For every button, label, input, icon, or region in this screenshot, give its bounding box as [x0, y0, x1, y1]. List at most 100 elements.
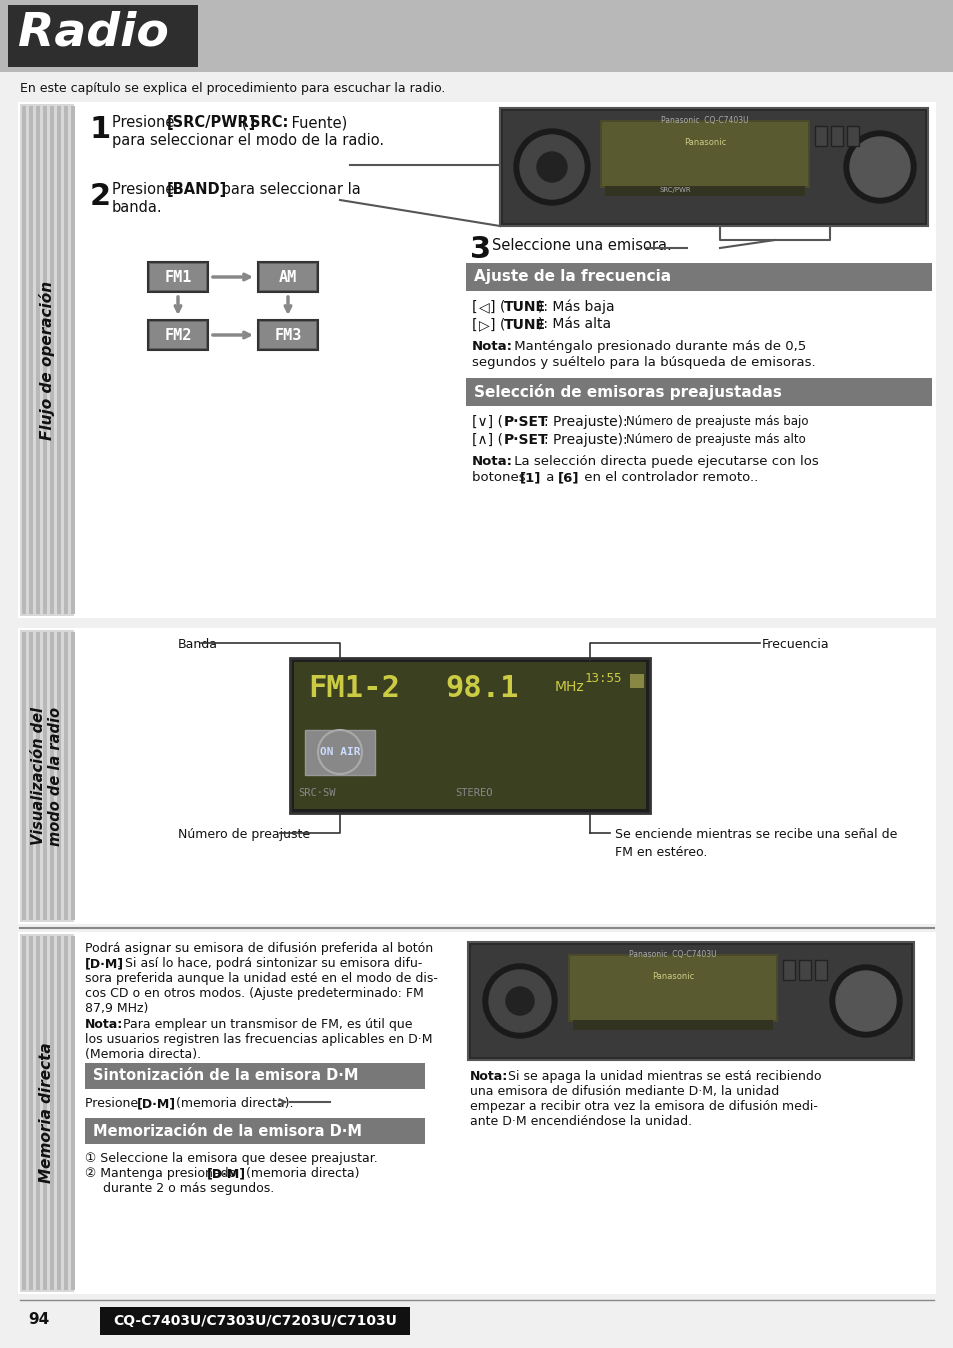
Text: Sintonización de la emisora D·M: Sintonización de la emisora D·M — [92, 1069, 358, 1084]
Bar — [64, 106, 68, 613]
Bar — [290, 658, 649, 813]
Text: para seleccionar la: para seleccionar la — [216, 182, 360, 197]
Text: FM1-2: FM1-2 — [308, 674, 399, 704]
Text: FM1: FM1 — [164, 270, 192, 284]
Text: Podrá asignar su emisora de difusión preferida al botón: Podrá asignar su emisora de difusión pre… — [85, 942, 433, 954]
Text: en el controlador remoto..: en el controlador remoto.. — [579, 470, 758, 484]
Text: Radio: Radio — [18, 11, 169, 57]
Text: [D·M]: [D·M] — [137, 1097, 176, 1109]
Text: CQ-C7403U/C7303U/C7203U/C7103U: CQ-C7403U/C7303U/C7203U/C7103U — [113, 1314, 396, 1328]
Text: (: ( — [236, 115, 247, 129]
Text: ON AIR: ON AIR — [319, 747, 360, 758]
Text: cos CD o en otros modos. (Ajuste predeterminado: FM: cos CD o en otros modos. (Ajuste predete… — [85, 987, 423, 1000]
Bar — [71, 936, 75, 1290]
Text: Se enciende mientras se recibe una señal de
FM en estéreo.: Se enciende mientras se recibe una señal… — [615, 828, 897, 859]
Text: MHz: MHz — [555, 679, 584, 694]
Text: En este capítulo se explica el procedimiento para escuchar la radio.: En este capítulo se explica el procedimi… — [20, 82, 445, 94]
Bar — [569, 956, 775, 1020]
Bar — [36, 632, 40, 919]
Text: ] (: ] ( — [490, 301, 505, 314]
Text: P·SET: P·SET — [503, 415, 548, 429]
Bar — [20, 630, 74, 922]
Bar — [814, 960, 826, 980]
Bar — [830, 125, 842, 146]
Bar — [20, 104, 74, 616]
Bar — [85, 1117, 424, 1144]
Text: ] (: ] ( — [490, 318, 505, 332]
Text: Selección de emisoras preajustadas: Selección de emisoras preajustadas — [474, 384, 781, 400]
Circle shape — [519, 135, 583, 200]
Bar — [22, 632, 26, 919]
Text: botones: botones — [472, 470, 529, 484]
Text: 3: 3 — [470, 235, 491, 264]
Circle shape — [843, 131, 915, 204]
Bar — [0, 0, 953, 71]
Bar — [85, 1064, 424, 1089]
Bar — [20, 934, 74, 1291]
Bar — [43, 936, 47, 1290]
Text: para seleccionar el modo de la radio.: para seleccionar el modo de la radio. — [112, 133, 384, 148]
Text: 94: 94 — [28, 1313, 50, 1328]
Text: Flujo de operación: Flujo de operación — [39, 280, 55, 439]
Bar — [257, 319, 317, 350]
Text: [: [ — [472, 318, 477, 332]
Bar — [257, 262, 317, 293]
Bar — [18, 931, 935, 1294]
Bar — [50, 632, 54, 919]
Text: STEREO: STEREO — [455, 789, 492, 798]
Text: los usuarios registren las frecuencias aplicables en D·M: los usuarios registren las frecuencias a… — [85, 1033, 432, 1046]
Text: ▷: ▷ — [478, 318, 489, 332]
Text: [BAND]: [BAND] — [167, 182, 227, 197]
Bar — [148, 319, 208, 350]
Bar — [57, 936, 61, 1290]
Bar — [604, 186, 804, 195]
Bar — [36, 106, 40, 613]
Text: Ajuste de la frecuencia: Ajuste de la frecuencia — [474, 270, 670, 284]
Text: Nota:: Nota: — [85, 1018, 123, 1031]
Text: [6]: [6] — [558, 470, 578, 484]
Bar — [29, 936, 33, 1290]
Text: FM3: FM3 — [274, 328, 301, 342]
Bar — [57, 106, 61, 613]
Bar — [150, 264, 206, 290]
Text: una emisora de difusión mediante D·M, la unidad: una emisora de difusión mediante D·M, la… — [470, 1085, 779, 1099]
Text: Memoria directa: Memoria directa — [39, 1043, 54, 1184]
Bar — [148, 262, 208, 293]
Text: banda.: banda. — [112, 200, 162, 214]
Text: Número de preajuste más alto: Número de preajuste más alto — [625, 433, 805, 446]
Text: durante 2 o más segundos.: durante 2 o más segundos. — [103, 1182, 274, 1194]
Text: segundos y suéltelo para la búsqueda de emisoras.: segundos y suéltelo para la búsqueda de … — [472, 356, 815, 369]
Bar — [502, 111, 924, 222]
Text: ② Mantenga presionado: ② Mantenga presionado — [85, 1167, 240, 1180]
Text: Presione: Presione — [112, 115, 179, 129]
Text: Panasonic: Panasonic — [683, 137, 725, 147]
Text: ): Más alta: ): Más alta — [537, 318, 611, 332]
Text: Fuente): Fuente) — [287, 115, 347, 129]
Circle shape — [514, 129, 589, 205]
Text: (memoria directa): (memoria directa) — [242, 1167, 359, 1180]
Text: [∧] (: [∧] ( — [472, 433, 502, 448]
Bar — [629, 674, 643, 687]
Text: P·SET: P·SET — [503, 433, 548, 448]
Text: ante D·M encendiéndose la unidad.: ante D·M encendiéndose la unidad. — [470, 1115, 691, 1128]
Text: [1]: [1] — [519, 470, 540, 484]
Text: Seleccione una emisora.: Seleccione una emisora. — [492, 239, 671, 253]
Text: La selección directa puede ejecutarse con los: La selección directa puede ejecutarse co… — [510, 456, 818, 468]
Bar — [799, 960, 810, 980]
Text: Frecuencia: Frecuencia — [761, 638, 829, 651]
Circle shape — [505, 987, 534, 1015]
Bar — [601, 123, 807, 186]
Bar — [50, 936, 54, 1290]
Text: [SRC/PWR]: [SRC/PWR] — [167, 115, 256, 129]
Text: AM: AM — [278, 270, 296, 284]
Circle shape — [482, 964, 557, 1038]
Text: Memorización de la emisora D·M: Memorización de la emisora D·M — [92, 1123, 361, 1139]
Bar — [573, 1020, 772, 1030]
Bar — [18, 102, 935, 617]
Bar — [260, 322, 315, 348]
Bar — [260, 264, 315, 290]
Text: : Preajuste):: : Preajuste): — [543, 415, 627, 429]
Text: Manténgalo presionado durante más de 0,5: Manténgalo presionado durante más de 0,5 — [510, 340, 805, 353]
Text: Visualización del
modo de la radio: Visualización del modo de la radio — [30, 706, 63, 845]
Text: 98.1: 98.1 — [444, 674, 518, 704]
